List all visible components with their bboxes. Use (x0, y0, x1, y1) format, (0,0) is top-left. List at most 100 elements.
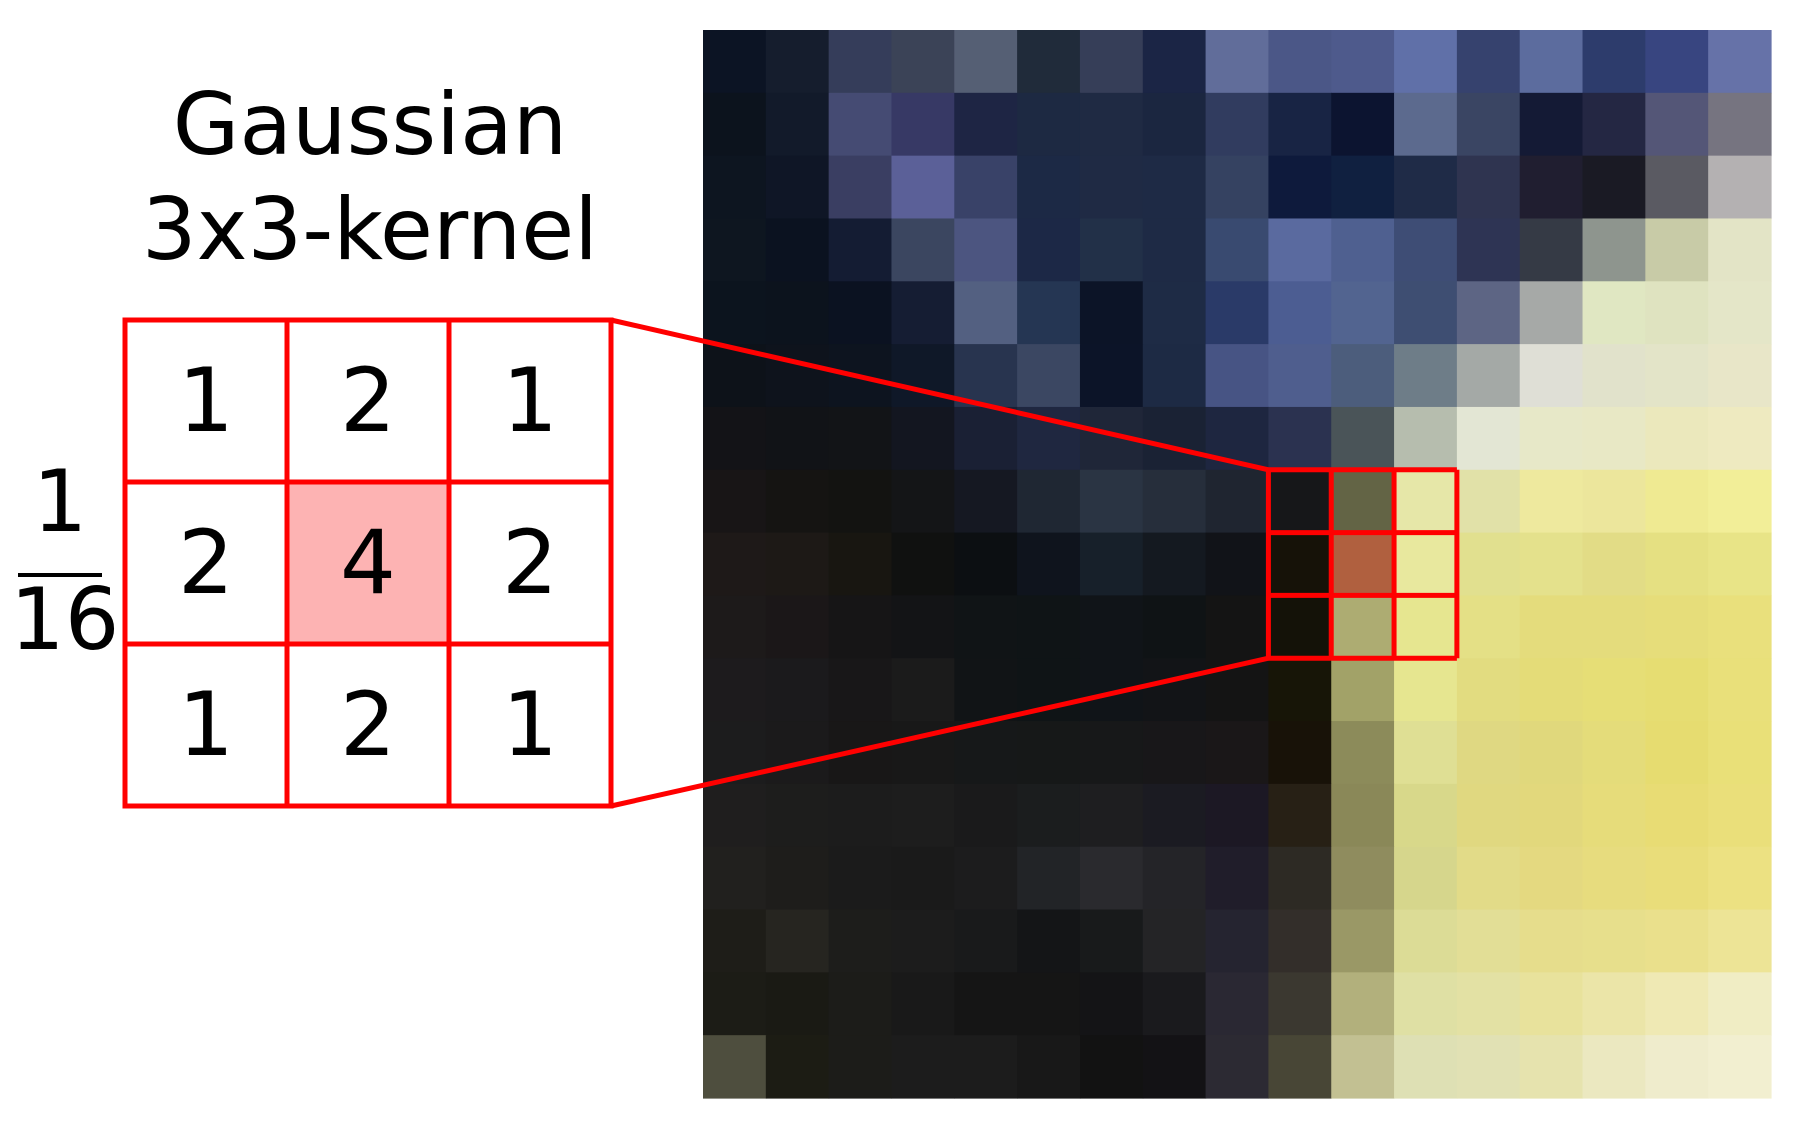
image-pixel (1079, 469, 1144, 534)
image-pixel (1456, 469, 1521, 534)
image-pixel (1708, 218, 1772, 282)
image-pixel (1582, 846, 1646, 911)
image-pixel (765, 30, 830, 94)
image-pixel (954, 155, 1018, 220)
image-pixel (1017, 281, 1081, 345)
image-pixel (703, 909, 767, 973)
image-pixel (1017, 783, 1081, 848)
image-pixel (1582, 972, 1646, 1036)
image-pixel (1645, 344, 1709, 408)
image-pixel (1079, 344, 1144, 408)
image-pixel (891, 783, 955, 848)
image-pixel (703, 30, 767, 94)
image-pixel (1331, 281, 1395, 345)
image-pixel (765, 281, 830, 345)
image-pixel (1519, 155, 1584, 220)
image-pixel (1519, 218, 1584, 282)
image-pixel (1205, 721, 1270, 785)
image-pixel (1645, 92, 1709, 157)
image-pixel (1079, 532, 1144, 597)
image-pixel (1205, 532, 1270, 597)
image-pixel (1456, 92, 1521, 157)
image-pixel (1394, 344, 1458, 408)
image-pixel (1017, 721, 1081, 785)
image-pixel (891, 469, 955, 534)
image-pixel (954, 281, 1018, 345)
image-pixel (765, 783, 830, 848)
image-pixel (1142, 218, 1207, 282)
image-pixel (703, 972, 767, 1036)
image-pixel (1645, 972, 1709, 1036)
image-pixel (1268, 469, 1332, 534)
image-pixel (891, 972, 955, 1036)
image-pixel (1645, 30, 1709, 94)
image-pixel (1708, 92, 1772, 157)
image-pixel (1708, 406, 1772, 471)
image-pixel (1519, 846, 1584, 911)
image-pixel (828, 406, 893, 471)
image-pixel (1645, 1035, 1709, 1099)
image-pixel (1079, 846, 1144, 911)
image-pixel (954, 846, 1018, 911)
image-pixel (891, 1035, 955, 1099)
image-pixel (1142, 92, 1207, 157)
image-pixel (765, 532, 830, 597)
image-pixel (828, 155, 893, 220)
image-pixel (954, 218, 1018, 282)
image-pixel (1142, 155, 1207, 220)
image-pixel (1268, 721, 1332, 785)
image-pixel (1645, 846, 1709, 911)
image-pixel (1017, 972, 1081, 1036)
image-pixel (1331, 658, 1395, 722)
image-pixel (1205, 344, 1270, 408)
image-pixel (703, 155, 767, 220)
image-pixel (1456, 846, 1521, 911)
image-pixel (1079, 30, 1144, 94)
image-pixel (1331, 909, 1395, 973)
image-pixel (1079, 595, 1144, 659)
image-pixel (1582, 344, 1646, 408)
image-pixel (1645, 406, 1709, 471)
image-pixel (1456, 406, 1521, 471)
image-pixel (1268, 30, 1332, 94)
image-pixel (765, 909, 830, 973)
image-pixel (1645, 595, 1709, 659)
image-pixel (828, 846, 893, 911)
image-pixel (703, 406, 767, 471)
fraction-bar (18, 573, 102, 577)
image-pixel (1456, 1035, 1521, 1099)
image-pixel (1268, 281, 1332, 345)
image-pixel (828, 1035, 893, 1099)
image-pixel (1456, 281, 1521, 345)
image-pixel (1582, 218, 1646, 282)
image-pixel (1142, 909, 1207, 973)
image-pixel (891, 658, 955, 722)
image-pixel (1519, 658, 1584, 722)
image-pixel (1394, 30, 1458, 94)
image-pixel (1519, 406, 1584, 471)
image-pixel (1582, 281, 1646, 345)
image-pixel (1142, 721, 1207, 785)
image-pixel (765, 972, 830, 1036)
image-pixel (891, 532, 955, 597)
image-pixel (1394, 281, 1458, 345)
image-pixel (1079, 1035, 1144, 1099)
image-pixel (1331, 155, 1395, 220)
image-pixel (1708, 846, 1772, 911)
kernel-cell (284, 641, 452, 809)
image-pixel (1456, 658, 1521, 722)
image-pixel (1142, 532, 1207, 597)
image-pixel (1142, 30, 1207, 94)
image-pixel (1645, 218, 1709, 282)
image-pixel (1268, 155, 1332, 220)
image-pixel (1519, 92, 1584, 157)
image-pixel (1708, 721, 1772, 785)
image-pixel (1017, 469, 1081, 534)
image-pixel (1394, 846, 1458, 911)
image-pixel (1708, 344, 1772, 408)
image-pixel (891, 846, 955, 911)
image-pixel (1017, 218, 1081, 282)
image-pixel (828, 909, 893, 973)
kernel-cell (122, 317, 290, 485)
normalization-denominator: 16 (10, 570, 120, 670)
